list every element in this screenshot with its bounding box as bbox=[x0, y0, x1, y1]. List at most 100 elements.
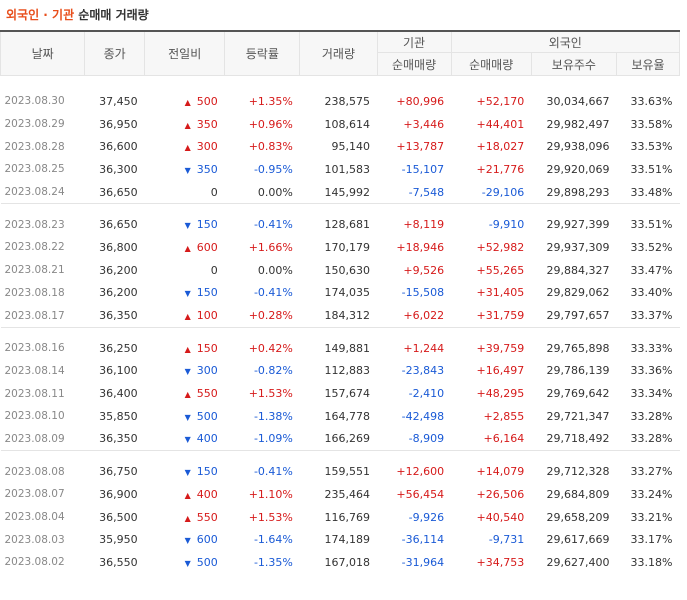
foreign-shares-cell: 29,765,898 bbox=[546, 341, 610, 355]
change-cell: ▲ 350 bbox=[145, 113, 225, 136]
inst-net-cell: +3,446 bbox=[403, 117, 445, 131]
foreign-shares-cell: 29,884,327 bbox=[546, 263, 610, 277]
down-arrow-icon: ▼ bbox=[184, 558, 191, 568]
foreign-net-cell: +6,164 bbox=[483, 432, 525, 446]
section-title-rest: 순매매 거래량 bbox=[74, 8, 149, 22]
change-cell: 0 bbox=[145, 259, 225, 282]
table-row: 2023.08.21 36,200 0 0.00% 150,630 +9,526 +55,2… bbox=[1, 259, 680, 282]
foreign-net-cell: -29,106 bbox=[481, 185, 525, 199]
rate-cell: +1.35% bbox=[248, 94, 293, 108]
inst-net-cell: +18,946 bbox=[396, 240, 445, 254]
change-cell: ▲ 550 bbox=[145, 382, 225, 405]
change-value: 0 bbox=[210, 185, 218, 199]
change-cell: ▲ 550 bbox=[145, 506, 225, 529]
foreign-ratio-cell: 33.52% bbox=[630, 240, 673, 254]
date-cell: 2023.08.30 bbox=[4, 95, 65, 108]
volume-cell: 170,179 bbox=[324, 240, 371, 254]
table-row: 2023.08.11 36,400 ▲ 550 +1.53% 157,674 -2,410 +… bbox=[1, 382, 680, 405]
up-arrow-icon: ▲ bbox=[184, 243, 191, 253]
down-arrow-icon: ▼ bbox=[184, 165, 191, 175]
foreign-net-cell: +52,170 bbox=[476, 94, 525, 108]
table-row: 2023.08.23 36,650 ▼ 150 -0.41% 128,681 +8,119 -… bbox=[1, 213, 680, 236]
close-price-cell: 35,950 bbox=[99, 533, 138, 547]
up-arrow-icon: ▲ bbox=[184, 312, 191, 322]
change-value: 100 bbox=[196, 309, 218, 323]
foreign-ratio-cell: 33.36% bbox=[630, 364, 673, 378]
foreign-net-cell: +31,759 bbox=[476, 309, 525, 323]
foreign-shares-cell: 29,797,657 bbox=[546, 309, 610, 323]
inst-net-cell: -15,508 bbox=[401, 286, 445, 300]
table-row: 2023.08.25 36,300 ▼ 350 -0.95% 101,583 -15,107… bbox=[1, 158, 680, 181]
date-cell: 2023.08.28 bbox=[4, 140, 65, 153]
foreign-net-cell: +55,265 bbox=[476, 263, 525, 277]
inst-net-cell: +13,787 bbox=[396, 140, 445, 154]
inst-net-cell: -8,909 bbox=[408, 432, 445, 446]
rate-cell: -0.41% bbox=[253, 465, 293, 479]
inst-net-cell: +80,996 bbox=[396, 94, 445, 108]
table-header: 날짜 종가 전일비 등락률 거래량 기관 외국인 순매매량 순매매량 보유주수 … bbox=[0, 30, 681, 76]
foreign-shares-cell: 29,718,492 bbox=[546, 432, 610, 446]
change-value: 600 bbox=[196, 533, 218, 547]
foreign-ratio-cell: 33.48% bbox=[630, 185, 673, 199]
inst-net-cell: -36,114 bbox=[401, 533, 445, 547]
close-price-cell: 36,500 bbox=[99, 510, 138, 524]
change-value: 300 bbox=[196, 364, 218, 378]
header-close: 종가 bbox=[84, 30, 146, 76]
up-arrow-icon: ▲ bbox=[184, 344, 191, 354]
foreign-shares-cell: 29,898,293 bbox=[546, 185, 610, 199]
date-cell: 2023.08.29 bbox=[4, 118, 65, 131]
date-cell: 2023.08.10 bbox=[4, 410, 65, 423]
spacer-row bbox=[1, 76, 680, 91]
volume-cell: 116,769 bbox=[324, 510, 371, 524]
change-cell: ▼ 150 bbox=[145, 282, 225, 305]
table-row: 2023.08.30 37,450 ▲ 500 +1.35% 238,575 +80,996… bbox=[1, 90, 680, 113]
inst-net-cell: -7,548 bbox=[408, 185, 445, 199]
foreign-net-cell: +31,405 bbox=[476, 286, 525, 300]
change-cell: ▲ 100 bbox=[145, 304, 225, 327]
change-value: 350 bbox=[196, 162, 218, 176]
inst-net-cell: +12,600 bbox=[396, 465, 445, 479]
foreign-net-cell: +44,401 bbox=[476, 117, 525, 131]
rate-cell: -1.35% bbox=[253, 555, 293, 569]
header-foreign-net: 순매매량 bbox=[450, 52, 532, 76]
date-cell: 2023.08.16 bbox=[4, 342, 65, 355]
foreign-shares-cell: 29,769,642 bbox=[546, 387, 610, 401]
foreign-ratio-cell: 33.28% bbox=[630, 409, 673, 423]
change-cell: ▼ 500 bbox=[145, 551, 225, 574]
foreign-shares-cell: 29,712,328 bbox=[546, 465, 610, 479]
down-arrow-icon: ▼ bbox=[184, 221, 191, 231]
separator-cell bbox=[0, 450, 680, 461]
foreign-shares-cell: 29,829,062 bbox=[546, 286, 610, 300]
foreign-shares-cell: 29,721,347 bbox=[546, 409, 610, 423]
table-row: 2023.08.07 36,900 ▲ 400 +1.10% 235,464 +56,454… bbox=[1, 483, 680, 506]
section-title: 외국인 · 기관 순매매 거래량 bbox=[0, 0, 687, 30]
table-row: 2023.08.04 36,500 ▲ 550 +1.53% 116,769 -9,926 +… bbox=[1, 506, 680, 529]
volume-cell: 167,018 bbox=[324, 555, 371, 569]
foreign-ratio-cell: 33.51% bbox=[630, 162, 673, 176]
date-cell: 2023.08.04 bbox=[4, 511, 65, 524]
separator-cell bbox=[0, 326, 680, 337]
table-row: 2023.08.28 36,600 ▲ 300 +0.83% 95,140 +13,787 +… bbox=[1, 135, 680, 158]
header-volume: 거래량 bbox=[299, 30, 378, 76]
rate-cell: -0.41% bbox=[253, 218, 293, 232]
up-arrow-icon: ▲ bbox=[184, 120, 191, 130]
header-institution: 기관 bbox=[376, 30, 452, 53]
rate-cell: +0.83% bbox=[248, 140, 293, 154]
foreign-ratio-cell: 33.58% bbox=[630, 117, 673, 131]
foreign-shares-cell: 29,937,309 bbox=[546, 240, 610, 254]
up-arrow-icon: ▲ bbox=[184, 490, 191, 500]
table-row: 2023.08.17 36,350 ▲ 100 +0.28% 184,312 +6,022 +… bbox=[1, 304, 680, 327]
date-cell: 2023.08.09 bbox=[4, 432, 65, 445]
spacer-cell bbox=[1, 76, 680, 91]
volume-cell: 157,674 bbox=[324, 387, 371, 401]
close-price-cell: 36,600 bbox=[99, 140, 138, 154]
rate-cell: -1.09% bbox=[253, 432, 293, 446]
rate-cell: 0.00% bbox=[257, 263, 293, 277]
change-cell: ▼ 300 bbox=[145, 360, 225, 383]
inst-net-cell: -23,843 bbox=[401, 364, 445, 378]
date-cell: 2023.08.07 bbox=[4, 488, 65, 501]
volume-cell: 166,269 bbox=[324, 432, 371, 446]
foreign-ratio-cell: 33.21% bbox=[630, 510, 673, 524]
foreign-net-cell: +39,759 bbox=[476, 341, 525, 355]
header-foreign: 외국인 bbox=[450, 30, 681, 53]
